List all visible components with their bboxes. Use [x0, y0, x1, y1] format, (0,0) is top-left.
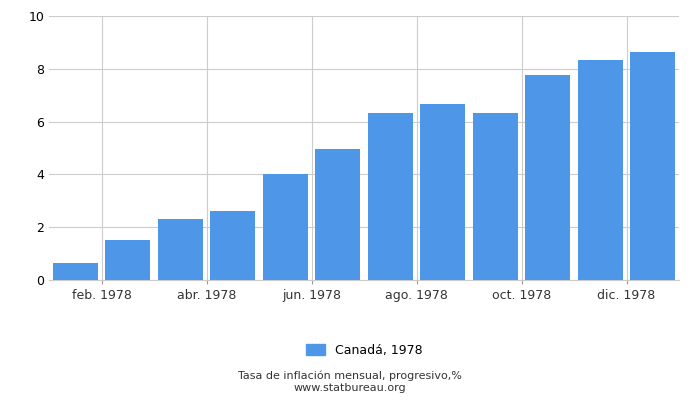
- Bar: [421, 104, 465, 280]
- Bar: [526, 75, 570, 280]
- Bar: [578, 60, 622, 280]
- Bar: [473, 113, 517, 280]
- Bar: [106, 240, 150, 280]
- Bar: [211, 211, 255, 280]
- Text: www.statbureau.org: www.statbureau.org: [294, 383, 406, 393]
- Bar: [631, 52, 675, 280]
- Text: Tasa de inflación mensual, progresivo,%: Tasa de inflación mensual, progresivo,%: [238, 371, 462, 381]
- Legend: Canadá, 1978: Canadá, 1978: [301, 339, 427, 362]
- Bar: [263, 174, 307, 280]
- Bar: [158, 219, 202, 280]
- Bar: [368, 113, 412, 280]
- Bar: [53, 263, 97, 280]
- Bar: [316, 149, 360, 280]
